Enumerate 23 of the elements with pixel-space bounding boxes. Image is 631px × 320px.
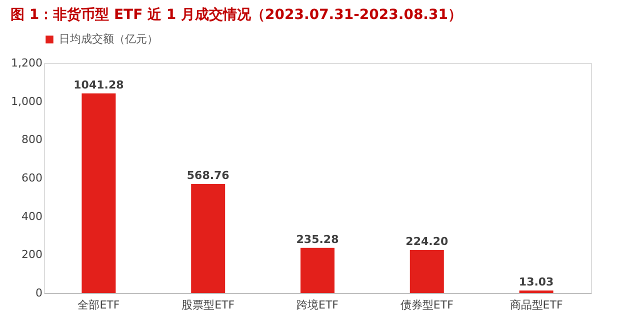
x-tick-label: 股票型ETF (182, 298, 235, 312)
text: 235.28 (296, 232, 339, 246)
chart-title: 图 1：非货币型 ETF 近 1 月成交情况（2023.07.31-2023.08.31） (10, 6, 462, 23)
y-tick-label: 200 (22, 248, 42, 262)
y-tick-label: 0 (36, 286, 42, 300)
y-tick-label: 800 (22, 133, 42, 146)
legend-label: 日均成交额（亿元） (59, 32, 158, 46)
text: 568.76 (186, 168, 230, 182)
y-tick-label: 1,000 (11, 94, 42, 108)
text: 1041.28 (74, 78, 124, 92)
y-tick-label: 600 (22, 172, 42, 184)
text: 224.20 (406, 235, 448, 248)
text: 13.03 (518, 276, 554, 289)
x-tick-label: 跨境ETF (296, 298, 338, 312)
bar (191, 184, 226, 293)
x-tick-label: 全部ETF (78, 298, 120, 312)
x-tick-label: 商品型ETF (510, 298, 563, 312)
y-tick-label: 400 (22, 210, 42, 223)
x-tick-label: 债券型ETF (400, 298, 454, 312)
y-tick-label: 1,200 (11, 56, 42, 70)
bar (410, 250, 444, 293)
bar (82, 93, 116, 293)
bar (300, 248, 334, 293)
